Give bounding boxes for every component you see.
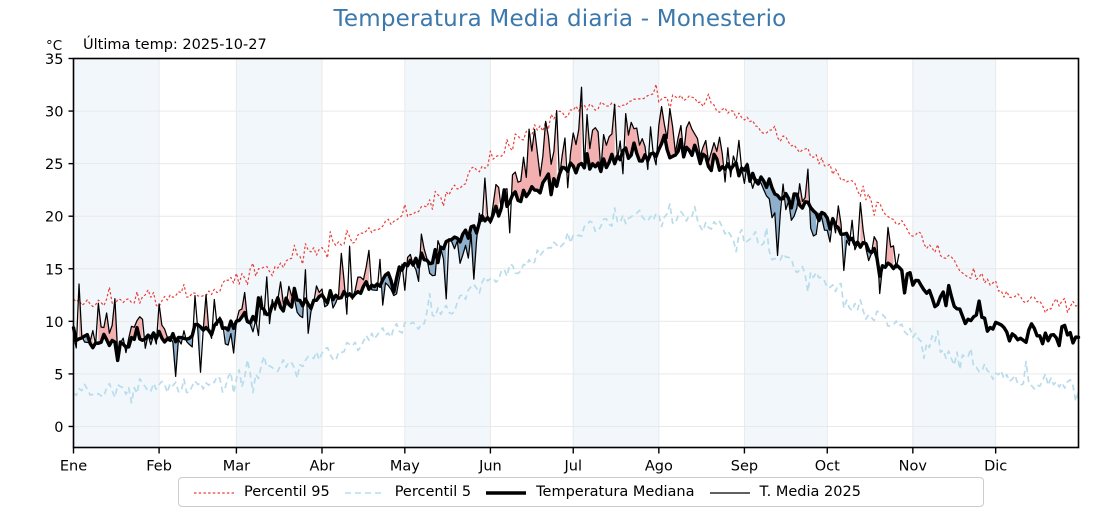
y-tick-label: 35 xyxy=(45,52,63,68)
fill-below-median xyxy=(821,212,831,243)
series-line-t-media-2025 xyxy=(72,86,900,378)
page-title: Temperatura Media diaria - Monesterio xyxy=(333,6,787,32)
x-tick-label: Jun xyxy=(478,459,502,475)
fill-above-median xyxy=(159,303,171,342)
chart-legend: Percentil 95 Percentil 5 Temperatura Media… xyxy=(178,477,984,507)
fill-above-median xyxy=(338,253,345,299)
y-tick-label: 30 xyxy=(45,105,63,121)
month-band xyxy=(744,58,828,448)
y-axis-unit-label: °C xyxy=(46,38,63,54)
x-tick-label: Mar xyxy=(223,459,250,475)
y-tick-label: 10 xyxy=(45,315,63,331)
fill-above-median xyxy=(512,110,557,202)
fill-above-median xyxy=(625,113,646,162)
fill-above-median xyxy=(203,294,209,331)
fill-below-median xyxy=(440,241,447,299)
x-tick-label: Ene xyxy=(60,459,87,475)
fill-below-median xyxy=(145,332,157,349)
month-bands xyxy=(73,58,1079,448)
fill-above-median xyxy=(587,104,615,172)
legend-item-label: Percentil 5 xyxy=(394,484,472,500)
y-tick-label: 20 xyxy=(45,210,63,226)
x-tick-label: Oct xyxy=(815,459,840,475)
month-band xyxy=(658,58,745,448)
legend-item[interactable]: Percentil 5 xyxy=(330,484,471,500)
legend-key-swatch xyxy=(709,485,751,499)
y-tick-label: 25 xyxy=(45,157,63,173)
y-tick-label: 0 xyxy=(54,420,63,436)
plot-frame xyxy=(72,57,1080,449)
month-band xyxy=(321,58,405,448)
legend-item[interactable]: Percentil 95 xyxy=(179,484,330,500)
series-line-temperatura-mediana xyxy=(71,133,1081,363)
y-tick-label: 5 xyxy=(54,367,63,383)
fill-below-median xyxy=(760,176,781,256)
x-tick-label: Nov xyxy=(899,459,928,475)
x-tick-label: May xyxy=(390,459,420,475)
month-band xyxy=(159,58,237,448)
x-tick-label: Ago xyxy=(645,459,673,475)
legend-item[interactable]: Temperatura Mediana xyxy=(471,484,695,500)
legend-key-swatch xyxy=(485,485,527,499)
x-tick-label: Jul xyxy=(563,459,582,475)
x-tick-label: Feb xyxy=(146,459,172,475)
y-tick-label: 15 xyxy=(45,262,63,278)
fill-below-median xyxy=(429,249,436,276)
last-temperature-label: Última temp: 2025-10-27 xyxy=(83,37,267,53)
series-lines xyxy=(71,83,1081,404)
fill-below-median xyxy=(294,288,303,318)
month-band xyxy=(573,58,659,448)
x-tick-label: Sep xyxy=(731,459,758,475)
month-band xyxy=(995,58,1079,448)
month-band xyxy=(236,58,322,448)
fill-below-median xyxy=(810,207,817,236)
legend-item[interactable]: T. Media 2025 xyxy=(695,484,861,500)
month-band xyxy=(73,58,160,448)
month-band xyxy=(404,58,491,448)
legend-item-label: Percentil 95 xyxy=(244,484,330,500)
fill-above-median xyxy=(98,298,118,361)
fill-above-median xyxy=(355,250,369,294)
axis-ticks: 0 5 10 15 20 25 30 35 Ene Feb Mar Abr May Jun Jul Ago Se… xyxy=(45,52,1007,475)
legend-key-swatch xyxy=(344,485,386,499)
legend-item-label: Temperatura Mediana xyxy=(536,484,695,500)
series-line-percentil-5 xyxy=(72,203,1080,404)
month-band xyxy=(912,58,996,448)
fill-above-median xyxy=(570,87,582,173)
legend-key-swatch xyxy=(193,485,235,499)
x-tick-label: Dic xyxy=(984,459,1007,475)
x-tick-label: Abr xyxy=(309,459,334,475)
month-band xyxy=(490,58,574,448)
legend-item-label: T. Media 2025 xyxy=(759,484,861,500)
axis-frame xyxy=(72,57,1080,449)
